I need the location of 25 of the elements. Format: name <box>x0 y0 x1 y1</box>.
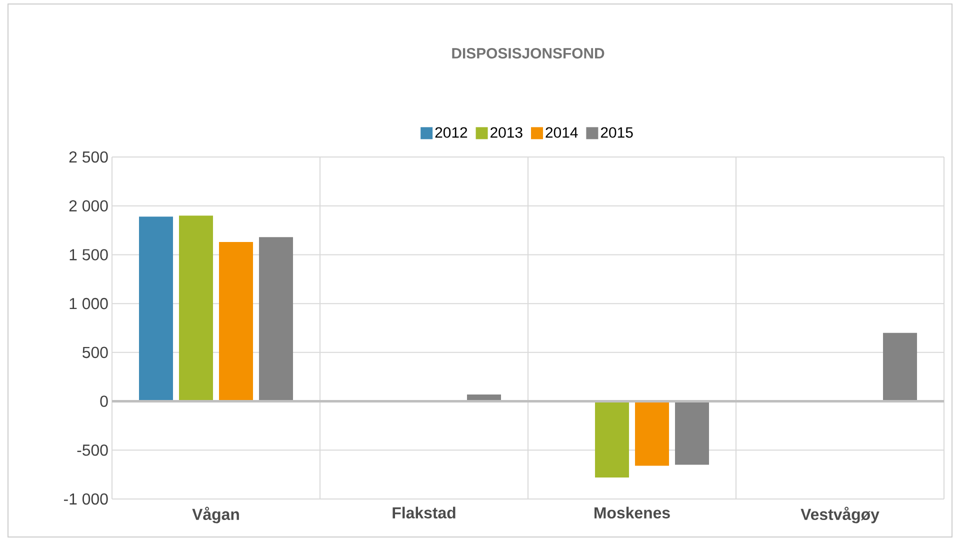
bar <box>675 401 710 465</box>
legend-label: 2012 <box>435 127 468 138</box>
y-tick-label: 0 <box>100 396 108 407</box>
y-tick-label: -500 <box>77 444 108 456</box>
y-tick-label: -1 000 <box>64 493 108 505</box>
legend-label: 2015 <box>600 127 633 138</box>
y-tick-label: 1 500 <box>70 249 108 260</box>
bar <box>259 237 294 402</box>
legend-label: 2013 <box>490 127 522 138</box>
bar <box>139 216 173 402</box>
x-tick-label: Vestvågøy <box>800 506 880 524</box>
bar <box>595 401 630 478</box>
chart-title: DISPOSISJONSFOND <box>452 48 604 59</box>
bar <box>179 216 214 402</box>
legend-label: 2014 <box>546 127 578 138</box>
bar <box>883 332 918 402</box>
x-tick-label: Flakstad <box>392 506 456 518</box>
y-tick-label: 2 500 <box>69 151 108 163</box>
x-tick-label: Moskenes <box>594 506 670 518</box>
bar <box>219 242 254 402</box>
y-tick-label: 500 <box>82 346 108 358</box>
y-tick-label: 2 000 <box>69 200 108 212</box>
x-tick-label: Vågan <box>192 506 239 524</box>
bar <box>635 401 670 466</box>
y-tick-label: 1 000 <box>70 298 108 310</box>
